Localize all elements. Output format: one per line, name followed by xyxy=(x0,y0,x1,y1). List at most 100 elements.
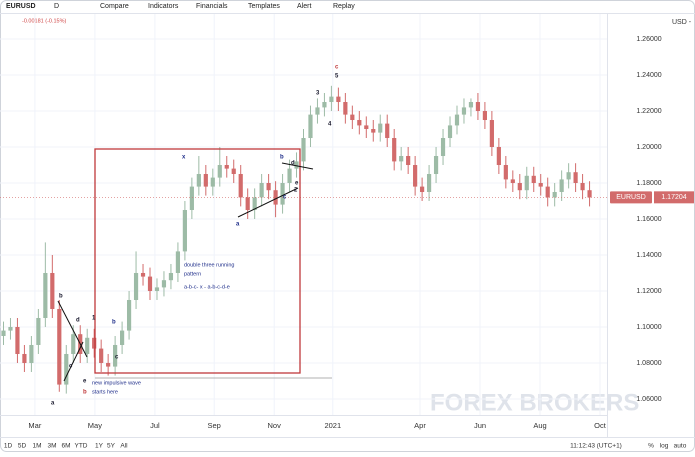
wave-label: d xyxy=(76,318,80,324)
candle-body xyxy=(126,299,132,331)
y-tick-label: 1.14000 xyxy=(636,252,661,259)
candle-body xyxy=(385,123,390,139)
symbol-tag-label: EURUSD xyxy=(616,194,646,201)
note: starts here xyxy=(92,389,118,395)
wave-label: c xyxy=(115,355,119,361)
currency[interactable]: USD - xyxy=(672,19,692,26)
candle-body xyxy=(113,344,118,367)
candle-body xyxy=(392,138,397,162)
trend-line xyxy=(57,300,88,358)
candle-body xyxy=(503,165,508,180)
range-button[interactable]: 1D xyxy=(4,443,13,450)
candle-body xyxy=(454,114,460,126)
range-button[interactable]: 1Y xyxy=(95,443,104,450)
watermark: FOREX BROKERS xyxy=(430,389,639,416)
toolbar-button[interactable]: Alert xyxy=(297,3,311,10)
trend-line xyxy=(237,187,299,218)
range-button[interactable]: 6M xyxy=(61,443,70,450)
x-tick-label: Sep xyxy=(208,421,221,430)
range-button[interactable]: 5Y xyxy=(107,443,116,450)
candle-body xyxy=(399,156,404,162)
range-box xyxy=(94,148,301,374)
candle-body xyxy=(420,186,425,193)
candle-body xyxy=(182,210,187,252)
candle-body xyxy=(71,334,76,354)
candle-body xyxy=(587,190,592,198)
candle-body xyxy=(517,183,522,191)
candle-body xyxy=(559,179,564,193)
candle-body xyxy=(273,190,278,205)
wave-label: e xyxy=(83,379,87,385)
y-tick-label: 1.16000 xyxy=(636,216,661,223)
wave-label: 3 xyxy=(316,91,320,97)
candle-body xyxy=(161,280,167,288)
candle-body xyxy=(120,330,125,345)
toolbar-button[interactable]: Financials xyxy=(196,3,228,10)
wave-label: a xyxy=(51,401,55,407)
candle-body xyxy=(301,138,306,162)
symbol[interactable]: EURUSD xyxy=(6,3,36,10)
y-tick-label: 1.20000 xyxy=(636,144,661,151)
candle-body xyxy=(413,165,418,187)
wave-label: d xyxy=(291,161,295,167)
toolbar-button[interactable]: Templates xyxy=(248,3,280,10)
candle-body xyxy=(531,175,536,184)
candle-body xyxy=(371,129,376,133)
candle-body xyxy=(8,326,13,331)
y-tick-label: 1.12000 xyxy=(636,288,661,295)
interval[interactable]: D xyxy=(54,3,59,10)
note: pattern xyxy=(184,271,201,277)
wave-label: 1 xyxy=(92,316,96,322)
range-button[interactable]: YTD xyxy=(75,443,88,450)
y-tick-label: 1.08000 xyxy=(636,360,661,367)
candle-body xyxy=(294,161,299,169)
candle-body xyxy=(545,186,550,198)
trend-line xyxy=(63,341,84,382)
wave-label: 2 xyxy=(294,188,298,194)
candle-body xyxy=(50,272,55,309)
scale-option[interactable]: % xyxy=(648,443,654,450)
range-button[interactable]: 3M xyxy=(47,443,56,450)
candle-body xyxy=(482,111,487,121)
candle-body xyxy=(203,174,208,187)
candle-body xyxy=(496,147,501,166)
candle-body xyxy=(357,120,362,126)
candle-body xyxy=(566,172,571,180)
range-button[interactable]: All xyxy=(120,443,128,450)
candle-body xyxy=(552,192,557,198)
candle-body xyxy=(64,353,69,385)
candle-body xyxy=(15,326,20,354)
candle-body xyxy=(322,102,327,108)
candle-body xyxy=(224,165,229,169)
candle-body xyxy=(22,353,27,363)
scale-option[interactable]: log xyxy=(660,443,669,450)
candle-body xyxy=(406,156,411,166)
candle-body xyxy=(133,272,139,300)
candle-body xyxy=(280,183,285,205)
plot-area xyxy=(0,14,607,415)
x-tick-label: Jun xyxy=(474,421,486,430)
candle-body xyxy=(106,362,111,367)
candle-body xyxy=(266,183,271,191)
range-button[interactable]: 1M xyxy=(32,443,41,450)
candle-body xyxy=(336,96,341,103)
wave-label: a xyxy=(236,222,240,228)
note: new impulsive wave xyxy=(92,380,141,386)
wave-label: e xyxy=(295,181,299,187)
candle-body xyxy=(287,168,292,184)
wave-label: b xyxy=(112,320,116,326)
toolbar-button[interactable]: Indicators xyxy=(148,3,179,10)
candle-body xyxy=(350,114,355,121)
candle-body xyxy=(538,183,543,187)
candle-body xyxy=(426,174,432,193)
candle-body xyxy=(433,156,439,175)
candle-body xyxy=(308,114,313,139)
y-tick-label: 1.26000 xyxy=(636,36,661,43)
candle-body xyxy=(217,165,222,178)
range-button[interactable]: 5D xyxy=(18,443,27,450)
price-tag-label: 1.17204 xyxy=(661,194,686,201)
toolbar-button[interactable]: Compare xyxy=(100,3,129,10)
toolbar-button[interactable]: Replay xyxy=(333,3,355,10)
scale-option[interactable]: auto xyxy=(674,443,687,450)
note: double three running xyxy=(184,262,234,268)
